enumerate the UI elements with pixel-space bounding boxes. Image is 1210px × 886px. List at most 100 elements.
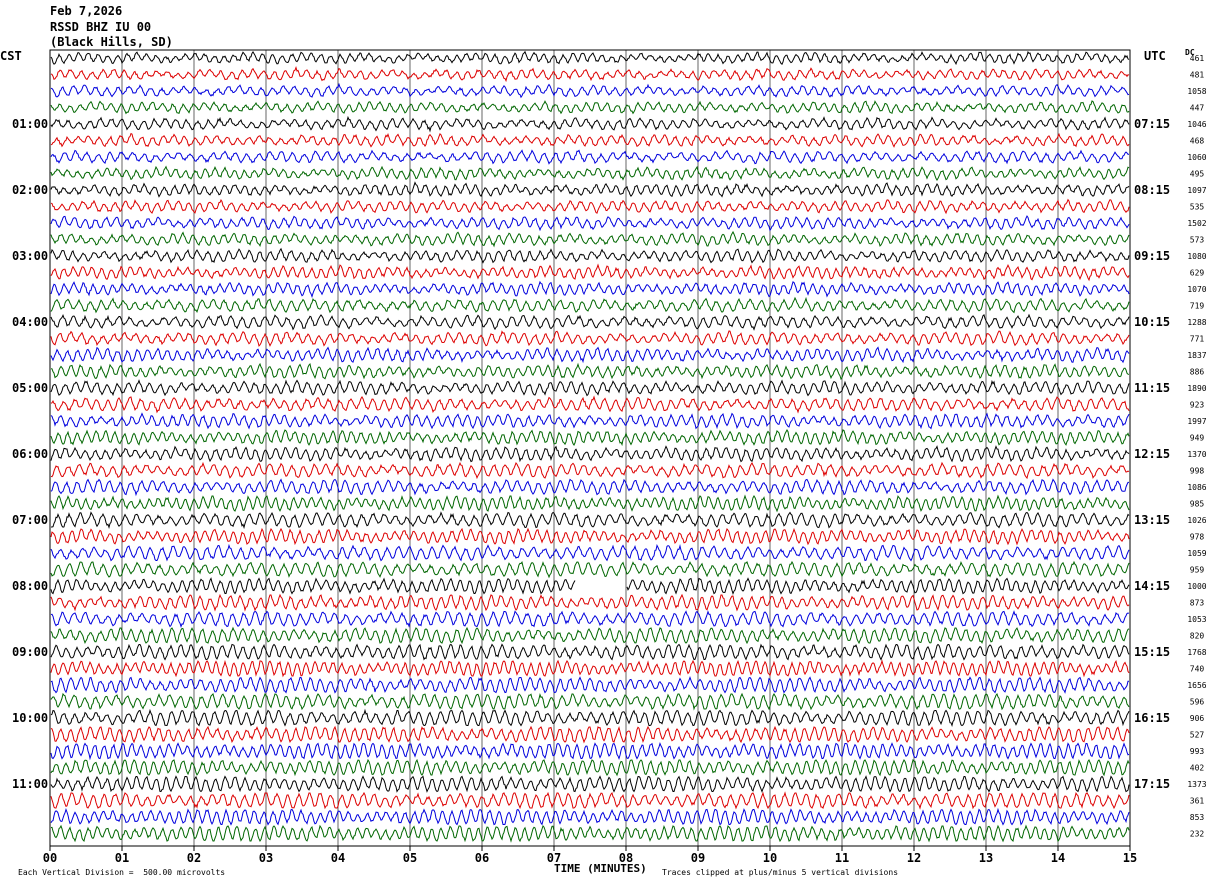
dc-value: 361 — [1190, 797, 1205, 806]
date-label: Feb 7,2026 — [50, 4, 123, 18]
x-tick-label-10: 10 — [763, 851, 777, 865]
trace-line — [50, 330, 1130, 347]
trace-line — [50, 346, 1130, 364]
dc-value: 527 — [1190, 731, 1205, 740]
x-tick-label-01: 01 — [115, 851, 129, 865]
trace-line — [50, 807, 1130, 826]
x-tick-label-03: 03 — [259, 851, 273, 865]
dc-value: 985 — [1190, 500, 1205, 509]
utc-hour-label: 12:15 — [1134, 447, 1170, 461]
dc-value: 886 — [1190, 368, 1205, 377]
trace-line — [50, 775, 1130, 793]
trace-line — [50, 791, 1130, 810]
trace-line — [50, 560, 1130, 579]
trace-line — [50, 230, 1130, 248]
dc-value: 461 — [1190, 54, 1205, 63]
station-label: RSSD BHZ IU 00 — [50, 20, 152, 34]
cst-axis-label: CST — [0, 49, 22, 63]
utc-hour-label: 07:15 — [1134, 117, 1170, 131]
dc-value: 1656 — [1187, 681, 1206, 690]
dc-value: 771 — [1190, 335, 1205, 344]
trace-line — [50, 824, 1130, 843]
trace-line — [50, 247, 1130, 264]
plot-frame — [49, 49, 1131, 847]
trace-line — [50, 50, 1130, 66]
x-tick-label-04: 04 — [331, 851, 345, 865]
dc-value: 495 — [1190, 170, 1205, 179]
dc-value: 402 — [1190, 764, 1205, 773]
dc-value: 740 — [1190, 665, 1205, 674]
utc-hour-label: 14:15 — [1134, 579, 1170, 593]
dc-value: 1768 — [1187, 648, 1206, 657]
dc-value: 959 — [1190, 566, 1205, 575]
cst-hour-label: 01:00 — [12, 117, 48, 131]
trace-line — [50, 313, 1130, 331]
dc-value: 1026 — [1187, 516, 1206, 525]
dc-value: 1370 — [1187, 450, 1206, 459]
dc-value: 1086 — [1187, 483, 1206, 492]
x-tick-label-08: 08 — [619, 851, 633, 865]
clip-note: Traces clipped at plus/minus 5 vertical … — [662, 868, 899, 877]
dc-value: 906 — [1190, 714, 1205, 723]
trace-line — [50, 296, 1130, 314]
dc-value: 923 — [1190, 401, 1205, 410]
dc-value: 978 — [1190, 533, 1205, 542]
dc-value: 232 — [1190, 830, 1205, 839]
cst-hour-label: 10:00 — [12, 711, 48, 725]
dc-value: 993 — [1190, 747, 1205, 756]
cst-hour-label: 07:00 — [12, 513, 48, 527]
utc-hour-label: 13:15 — [1134, 513, 1170, 527]
utc-hour-label: 16:15 — [1134, 711, 1170, 725]
cst-hour-label: 11:00 — [12, 777, 48, 791]
trace-line — [50, 428, 1130, 447]
dc-value: 535 — [1190, 203, 1205, 212]
trace-line — [50, 626, 1130, 645]
trace-line — [50, 263, 1130, 282]
x-axis-title: TIME (MINUTES) — [554, 862, 647, 875]
utc-hour-label: 09:15 — [1134, 249, 1170, 263]
trace-line — [50, 149, 1130, 165]
trace-line — [50, 708, 1130, 728]
trace-line — [50, 676, 1129, 694]
x-tick-label-11: 11 — [835, 851, 849, 865]
dc-value: 1000 — [1187, 582, 1206, 591]
cst-hour-label: 03:00 — [12, 249, 48, 263]
dc-value: 853 — [1190, 813, 1205, 822]
utc-hour-label: 10:15 — [1134, 315, 1170, 329]
trace-line — [50, 198, 1130, 215]
trace-line — [51, 511, 1130, 530]
trace-line — [50, 115, 1130, 133]
trace-line — [50, 181, 1130, 198]
trace-line — [50, 494, 1130, 513]
dc-value: 949 — [1190, 434, 1205, 443]
x-tick-label-15: 15 — [1123, 851, 1137, 865]
utc-hour-label: 15:15 — [1134, 645, 1170, 659]
dc-value: 1288 — [1187, 318, 1206, 327]
x-tick-label-06: 06 — [475, 851, 489, 865]
dc-value: 873 — [1190, 599, 1205, 608]
x-tick-label-02: 02 — [187, 851, 201, 865]
trace-line — [50, 527, 1130, 546]
trace-line — [50, 445, 1130, 463]
cst-hour-label: 09:00 — [12, 645, 48, 659]
dc-value: 1097 — [1187, 186, 1206, 195]
trace-line — [50, 215, 1130, 232]
trace-line — [50, 725, 1130, 744]
utc-hour-label: 17:15 — [1134, 777, 1170, 791]
trace-line — [50, 100, 1130, 115]
dc-value: 998 — [1190, 467, 1205, 476]
cst-hour-label: 04:00 — [12, 315, 48, 329]
trace-line — [50, 66, 1130, 83]
scale-note: Each Vertical Division = 500.00 microvol… — [18, 868, 226, 877]
dc-value: 1890 — [1187, 384, 1206, 393]
dc-value: 1053 — [1187, 615, 1206, 624]
trace-line — [50, 577, 1130, 595]
cst-hour-label: 06:00 — [12, 447, 48, 461]
dc-value: 1502 — [1187, 219, 1206, 228]
x-tick-label-07: 07 — [547, 851, 561, 865]
dc-value: 468 — [1190, 137, 1205, 146]
utc-axis-label: UTC — [1144, 49, 1166, 63]
trace-line — [50, 758, 1130, 777]
x-tick-label-05: 05 — [403, 851, 417, 865]
